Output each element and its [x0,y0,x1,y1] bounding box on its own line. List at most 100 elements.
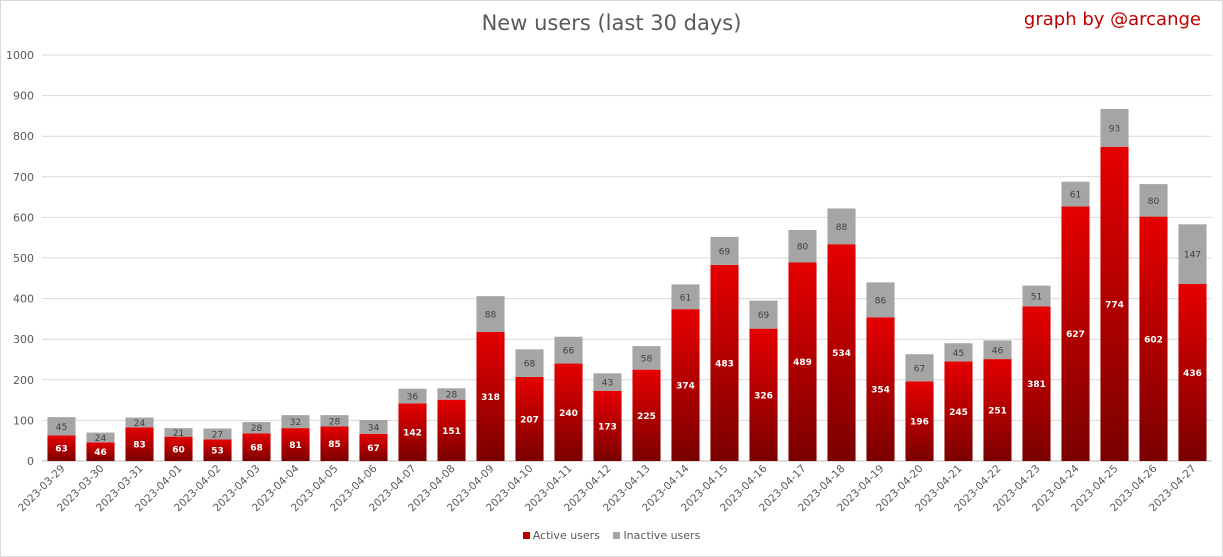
bar-inactive [242,422,271,434]
data-label-active: 489 [793,358,812,368]
data-label-active: 251 [988,407,1007,417]
data-label-active: 207 [520,415,539,425]
y-tick-label: 1000 [6,49,34,62]
data-label-inactive: 28 [446,391,458,401]
data-label-inactive: 51 [1031,292,1042,302]
data-label-inactive: 61 [680,293,691,303]
chart-legend: Active users Inactive users [0,529,1223,542]
data-label-active: 602 [1144,335,1163,345]
bar-inactive [203,428,232,440]
bar-active [983,359,1012,461]
bar-active [1061,206,1090,461]
data-label-inactive: 67 [914,364,925,374]
data-label-active: 318 [481,393,500,403]
data-label-inactive: 28 [251,424,263,434]
data-label-active: 53 [211,447,224,457]
data-label-active: 225 [637,412,656,422]
data-label-active: 173 [598,422,617,432]
bar-inactive [437,388,466,400]
bar-inactive [593,373,622,391]
bar-inactive [944,343,973,362]
data-label-active: 67 [367,444,380,454]
bar-active [437,399,466,461]
bar-inactive [749,300,778,329]
data-label-inactive: 28 [329,417,341,427]
y-tick-label: 100 [13,414,34,427]
bar-active [1139,216,1168,461]
legend-label-inactive: Inactive users [623,529,701,542]
data-label-inactive: 45 [56,423,67,433]
data-label-active: 63 [55,445,68,455]
bar-active [1178,283,1207,461]
bar-inactive [1139,184,1168,217]
bar-inactive [164,428,193,437]
data-label-active: 151 [442,427,461,437]
bar-inactive [320,415,349,427]
bar-active [47,435,76,461]
data-label-inactive: 36 [407,393,419,403]
data-label-active: 326 [754,391,773,401]
y-tick-label: 200 [13,374,34,387]
data-label-active: 83 [133,441,146,451]
bar-active [671,309,700,461]
bar-active [944,361,973,461]
data-label-inactive: 69 [719,247,731,257]
bar-active [905,381,934,461]
bar-inactive [86,432,115,443]
graph-credit: graph by @arcange [1023,9,1201,30]
bar-active [827,244,856,461]
bar-inactive [827,208,856,245]
y-tick-label: 500 [13,252,34,265]
legend-swatch-inactive [613,532,621,539]
bar-inactive [866,282,895,318]
bar-active [281,428,310,461]
data-label-inactive: 88 [836,223,848,233]
data-label-active: 142 [403,429,422,439]
legend-item-active: Active users [522,529,600,542]
bar-inactive [359,419,388,434]
y-tick-label: 600 [13,211,34,224]
legend-item-inactive: Inactive users [613,529,700,542]
bar-active [242,433,271,461]
data-label-inactive: 88 [485,311,497,321]
data-label-inactive: 68 [524,360,536,370]
bar-active [320,426,349,461]
data-label-inactive: 61 [1070,191,1081,201]
data-label-active: 85 [328,440,341,450]
data-label-inactive: 66 [563,347,575,357]
data-label-inactive: 34 [368,423,380,433]
y-tick-label: 400 [13,293,34,306]
bar-inactive [476,296,505,332]
bar-active [398,403,427,461]
bar-active [554,363,583,461]
bar-inactive [125,417,154,428]
data-label-active: 774 [1105,300,1124,310]
data-label-inactive: 43 [602,379,613,389]
bar-inactive [1061,181,1090,207]
bar-active [593,390,622,461]
bar-active [788,262,817,461]
bar-active [1100,146,1129,462]
legend-label-active: Active users [532,529,600,542]
data-label-inactive: 46 [992,346,1004,356]
bar-inactive [398,388,427,404]
bar-active [1022,306,1051,461]
data-label-inactive: 24 [134,419,146,429]
data-label-active: 436 [1183,369,1202,379]
bar-active [359,433,388,461]
data-label-inactive: 27 [212,431,223,441]
bar-inactive [710,236,739,265]
bar-inactive [1100,108,1129,147]
data-label-inactive: 69 [758,311,770,321]
data-label-active: 534 [832,349,851,359]
bar-inactive [788,229,817,263]
y-tick-label: 700 [13,171,34,184]
bar-active [86,442,115,461]
data-label-active: 68 [250,444,263,454]
y-tick-label: 800 [13,130,34,143]
data-label-inactive: 93 [1109,124,1120,134]
data-label-active: 196 [910,418,929,428]
bar-inactive [1022,285,1051,307]
y-tick-label: 0 [27,455,34,468]
